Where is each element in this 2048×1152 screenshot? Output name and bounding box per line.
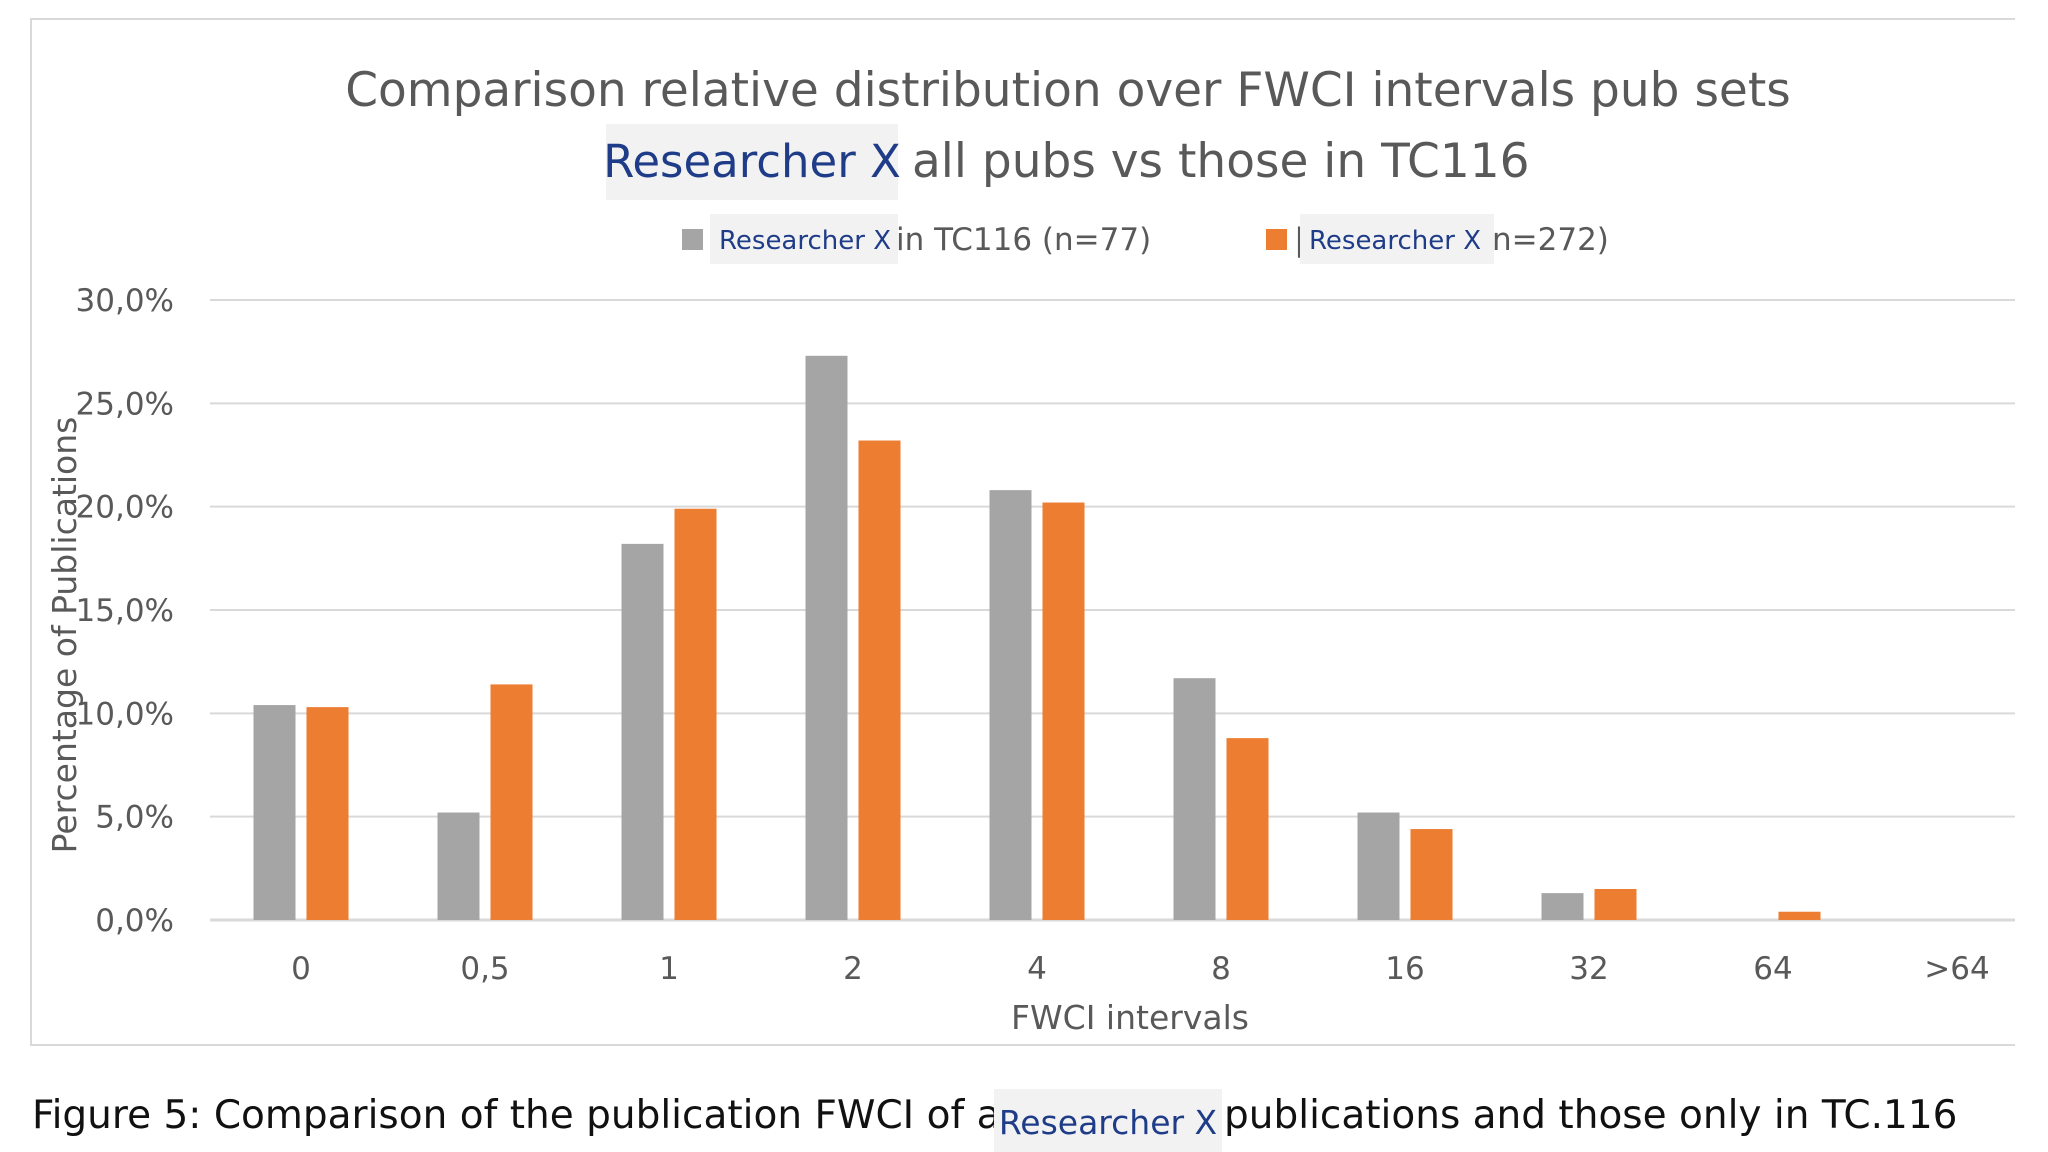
bar-orange-8 bbox=[1778, 911, 1821, 920]
legend-swatch-gray bbox=[682, 229, 703, 250]
bar-gray-3 bbox=[805, 355, 848, 920]
legend-highlight-box-2 bbox=[1300, 214, 1494, 264]
legend-swatch-orange bbox=[1266, 229, 1287, 250]
y-tick-label: 5,0% bbox=[95, 800, 174, 836]
legend: Researcher X in TC116 (n=77) | Researche… bbox=[682, 214, 1609, 264]
caption-before: Figure 5: Comparison of the publication … bbox=[32, 1093, 1022, 1138]
bars bbox=[253, 355, 1821, 920]
legend-label-1-researcher: Researcher X bbox=[719, 226, 891, 256]
legend-highlight-box-1 bbox=[710, 214, 898, 264]
gridlines bbox=[210, 299, 2015, 922]
x-tick-label: >64 bbox=[1924, 951, 1989, 987]
bar-gray-0 bbox=[253, 705, 296, 920]
bar-orange-6 bbox=[1410, 829, 1453, 920]
bar-gray-7 bbox=[1541, 893, 1584, 920]
bar-orange-5 bbox=[1226, 738, 1269, 920]
chart-title-line2: all pubs vs those in TC116 bbox=[912, 134, 1530, 189]
y-tick-label: 20,0% bbox=[76, 490, 174, 526]
bar-orange-2 bbox=[674, 508, 717, 920]
bar-orange-1 bbox=[490, 684, 533, 920]
bar-orange-4 bbox=[1042, 502, 1085, 920]
bar-gray-4 bbox=[989, 490, 1032, 920]
bar-gray-2 bbox=[621, 543, 664, 920]
figure-caption: Figure 5: Comparison of the publication … bbox=[32, 1089, 1957, 1152]
x-tick-label: 0,5 bbox=[460, 951, 509, 987]
x-tick-label: 4 bbox=[1027, 951, 1047, 987]
x-tick-label: 0 bbox=[291, 951, 311, 987]
bar-gray-5 bbox=[1173, 678, 1216, 920]
caption-highlight-box bbox=[994, 1089, 1222, 1152]
legend-label-2-researcher: Researcher X bbox=[1309, 226, 1481, 256]
y-tick-label: 25,0% bbox=[76, 386, 174, 422]
y-tick-label: 0,0% bbox=[95, 903, 174, 939]
caption-researcher: Researcher X bbox=[999, 1103, 1217, 1142]
y-tick-label: 10,0% bbox=[76, 696, 174, 732]
y-axis-ticks: 0,0% 5,0% 10,0% 15,0% 20,0% 25,0% 30,0% bbox=[76, 283, 174, 939]
y-axis-label: Percentage of Publications bbox=[45, 417, 84, 854]
y-tick-label: 15,0% bbox=[76, 593, 174, 629]
bar-gray-6 bbox=[1357, 812, 1400, 920]
bar-gray-1 bbox=[437, 812, 480, 920]
caption-after: publications and those only in TC.116 bbox=[1224, 1093, 1957, 1138]
x-tick-label: 2 bbox=[843, 951, 863, 987]
bar-orange-3 bbox=[858, 440, 901, 920]
legend-label-2-prefix: | bbox=[1294, 222, 1304, 258]
chart-title-researcher: Researcher X bbox=[603, 135, 901, 188]
x-axis-ticks: 0 0,5 1 2 4 8 16 32 64 >64 bbox=[291, 951, 1990, 987]
legend-label-2: n=272) bbox=[1492, 222, 1609, 258]
x-tick-label: 16 bbox=[1385, 951, 1424, 987]
title-highlight-box bbox=[606, 124, 898, 200]
x-tick-label: 1 bbox=[659, 951, 679, 987]
x-tick-label: 32 bbox=[1569, 951, 1608, 987]
y-tick-label: 30,0% bbox=[76, 283, 174, 319]
x-axis-label: FWCI intervals bbox=[1011, 998, 1249, 1037]
x-tick-label: 64 bbox=[1753, 951, 1792, 987]
legend-label-1: in TC116 (n=77) bbox=[896, 222, 1151, 258]
bar-orange-7 bbox=[1594, 889, 1637, 920]
chart-title-line1: Comparison relative distribution over FW… bbox=[345, 63, 1791, 118]
bar-orange-0 bbox=[306, 707, 349, 920]
x-tick-label: 8 bbox=[1211, 951, 1231, 987]
